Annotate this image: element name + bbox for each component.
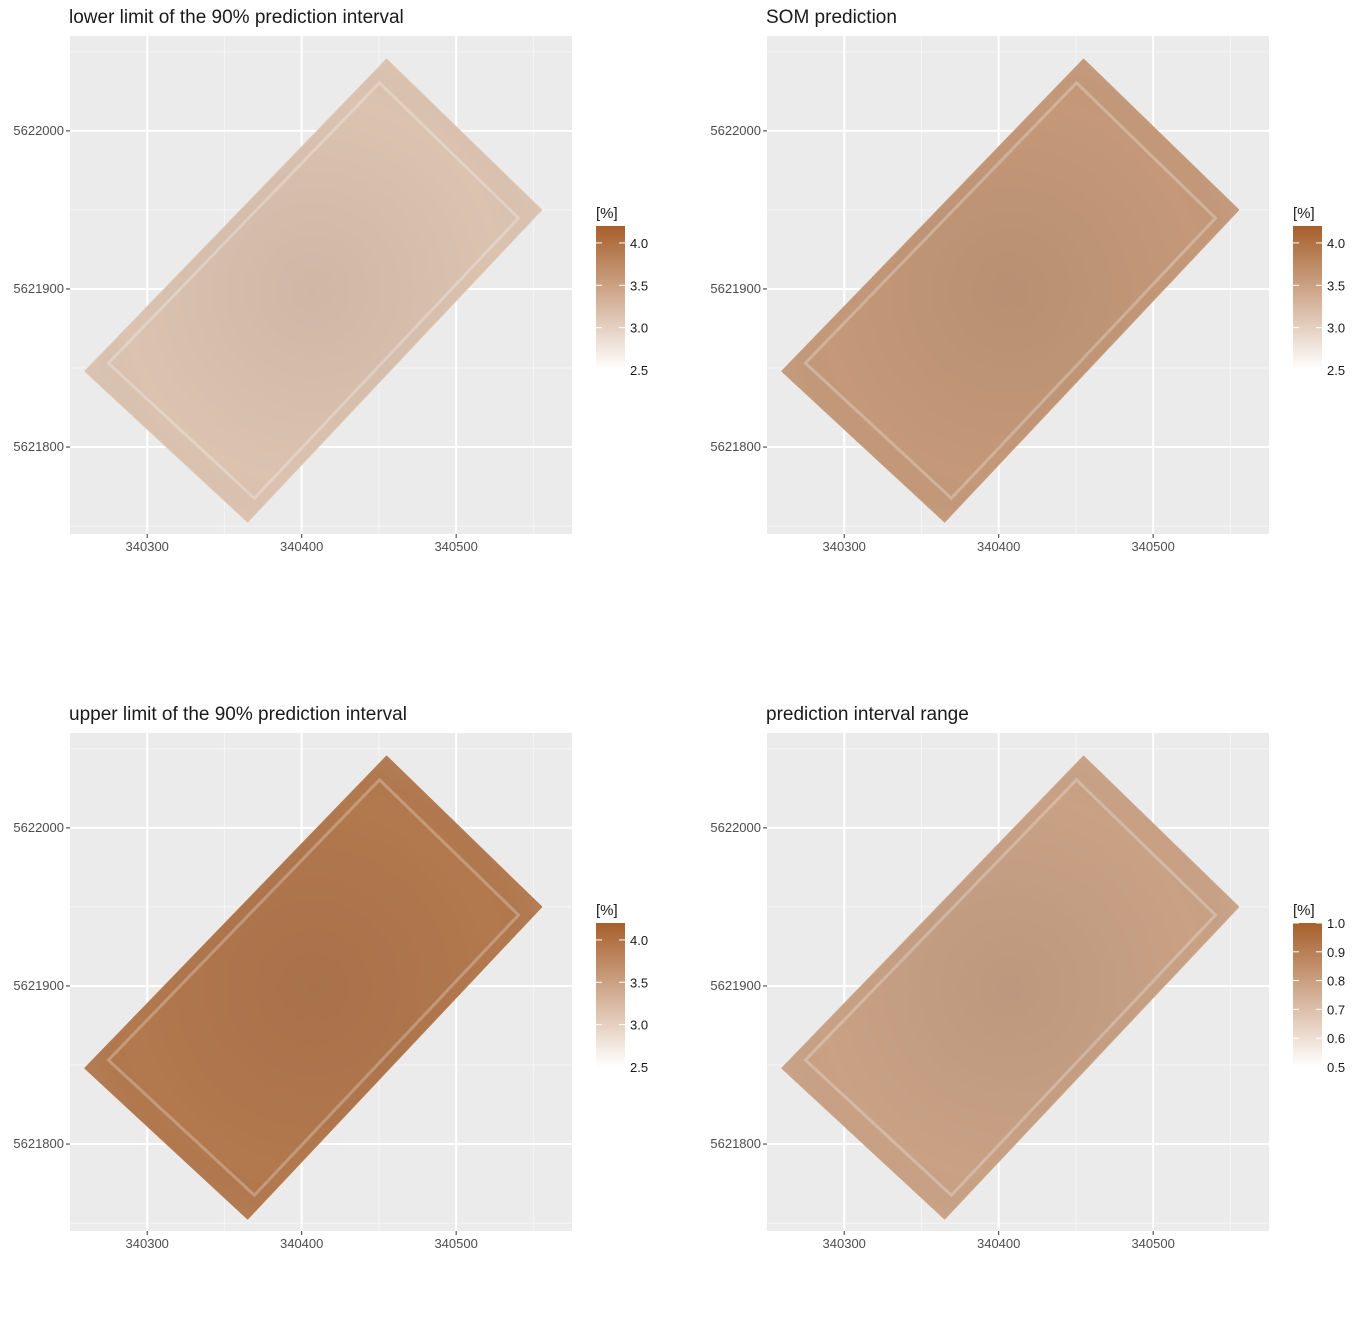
chart-title: lower limit of the 90% prediction interv… <box>69 7 404 28</box>
legend-title: [%] <box>596 205 618 222</box>
y-tick-label: 5621900 <box>13 281 64 296</box>
field-shading <box>85 756 542 1219</box>
legend-colorbar <box>596 226 625 370</box>
chart-svg: upper limit of the 90% prediction interv… <box>13 704 648 1251</box>
legend-label: 1.0 <box>1327 916 1345 931</box>
y-tick-label: 5621800 <box>13 1136 64 1151</box>
x-tick-label: 340500 <box>434 1236 477 1251</box>
x-tick-label: 340400 <box>977 1236 1020 1251</box>
legend-title: [%] <box>596 902 618 919</box>
legend-label: 3.0 <box>630 321 648 336</box>
legend-colorbar <box>1293 923 1322 1067</box>
panel-interval-range: prediction interval range 340300 340400 340… <box>697 697 1355 1324</box>
x-tick-label: 340400 <box>280 539 323 554</box>
y-tick-label: 5622000 <box>13 123 64 138</box>
x-tick-label: 340300 <box>126 539 169 554</box>
legend-label: 0.9 <box>1327 945 1345 960</box>
y-tick-label: 5621900 <box>710 281 761 296</box>
chart-title: upper limit of the 90% prediction interv… <box>69 704 407 725</box>
field-shading <box>782 756 1239 1219</box>
chart-title: SOM prediction <box>766 7 897 28</box>
legend-colorbar <box>1293 226 1322 370</box>
legend-label: 3.0 <box>1327 321 1345 336</box>
legend-label: 2.5 <box>1327 363 1345 378</box>
legend-label: 3.5 <box>1327 278 1345 293</box>
x-tick-label: 340500 <box>434 539 477 554</box>
x-tick-label: 340400 <box>977 539 1020 554</box>
panel-upper-limit: upper limit of the 90% prediction interv… <box>0 697 677 1324</box>
y-tick-label: 5621800 <box>13 439 64 454</box>
legend-colorbar <box>596 923 625 1067</box>
x-tick-label: 340500 <box>1131 539 1174 554</box>
legend-label: 0.7 <box>1327 1002 1345 1017</box>
x-tick-label: 340500 <box>1131 1236 1174 1251</box>
x-tick-label: 340300 <box>126 1236 169 1251</box>
legend-label: 2.5 <box>630 363 648 378</box>
legend-label: 4.0 <box>1327 236 1345 251</box>
x-tick-label: 340300 <box>823 539 866 554</box>
chart-svg: prediction interval range 340300 340400 340… <box>710 704 1345 1251</box>
field-headland <box>106 777 521 1198</box>
y-tick-label: 5621900 <box>13 978 64 993</box>
legend-title: [%] <box>1293 205 1315 222</box>
legend-label: 2.5 <box>630 1060 648 1075</box>
legend-title: [%] <box>1293 902 1315 919</box>
field-shading <box>85 59 542 522</box>
legend-label: 0.8 <box>1327 974 1345 989</box>
field-headland <box>106 80 521 501</box>
legend-label: 4.0 <box>630 933 648 948</box>
legend-label: 3.5 <box>630 975 648 990</box>
field-headland <box>803 80 1218 501</box>
legend-label: 3.5 <box>630 278 648 293</box>
chart-svg: SOM prediction 340300 340400 340500 5621800 5… <box>710 7 1345 554</box>
x-tick-label: 340300 <box>823 1236 866 1251</box>
y-tick-label: 5622000 <box>13 820 64 835</box>
chart-svg: lower limit of the 90% prediction interv… <box>13 7 648 554</box>
y-tick-label: 5622000 <box>710 123 761 138</box>
legend-label: 3.0 <box>630 1018 648 1033</box>
x-tick-label: 340400 <box>280 1236 323 1251</box>
y-tick-label: 5622000 <box>710 820 761 835</box>
y-tick-label: 5621800 <box>710 439 761 454</box>
panel-som-prediction: SOM prediction 340300 340400 340500 5621800 5… <box>697 0 1355 627</box>
legend-label: 4.0 <box>630 236 648 251</box>
chart-title: prediction interval range <box>766 704 969 725</box>
legend-label: 0.5 <box>1327 1060 1345 1075</box>
field-headland <box>803 777 1218 1198</box>
y-tick-label: 5621800 <box>710 1136 761 1151</box>
y-tick-label: 5621900 <box>710 978 761 993</box>
field-shading <box>782 59 1239 522</box>
panel-lower-limit: lower limit of the 90% prediction interv… <box>0 0 677 627</box>
legend-label: 0.6 <box>1327 1031 1345 1046</box>
